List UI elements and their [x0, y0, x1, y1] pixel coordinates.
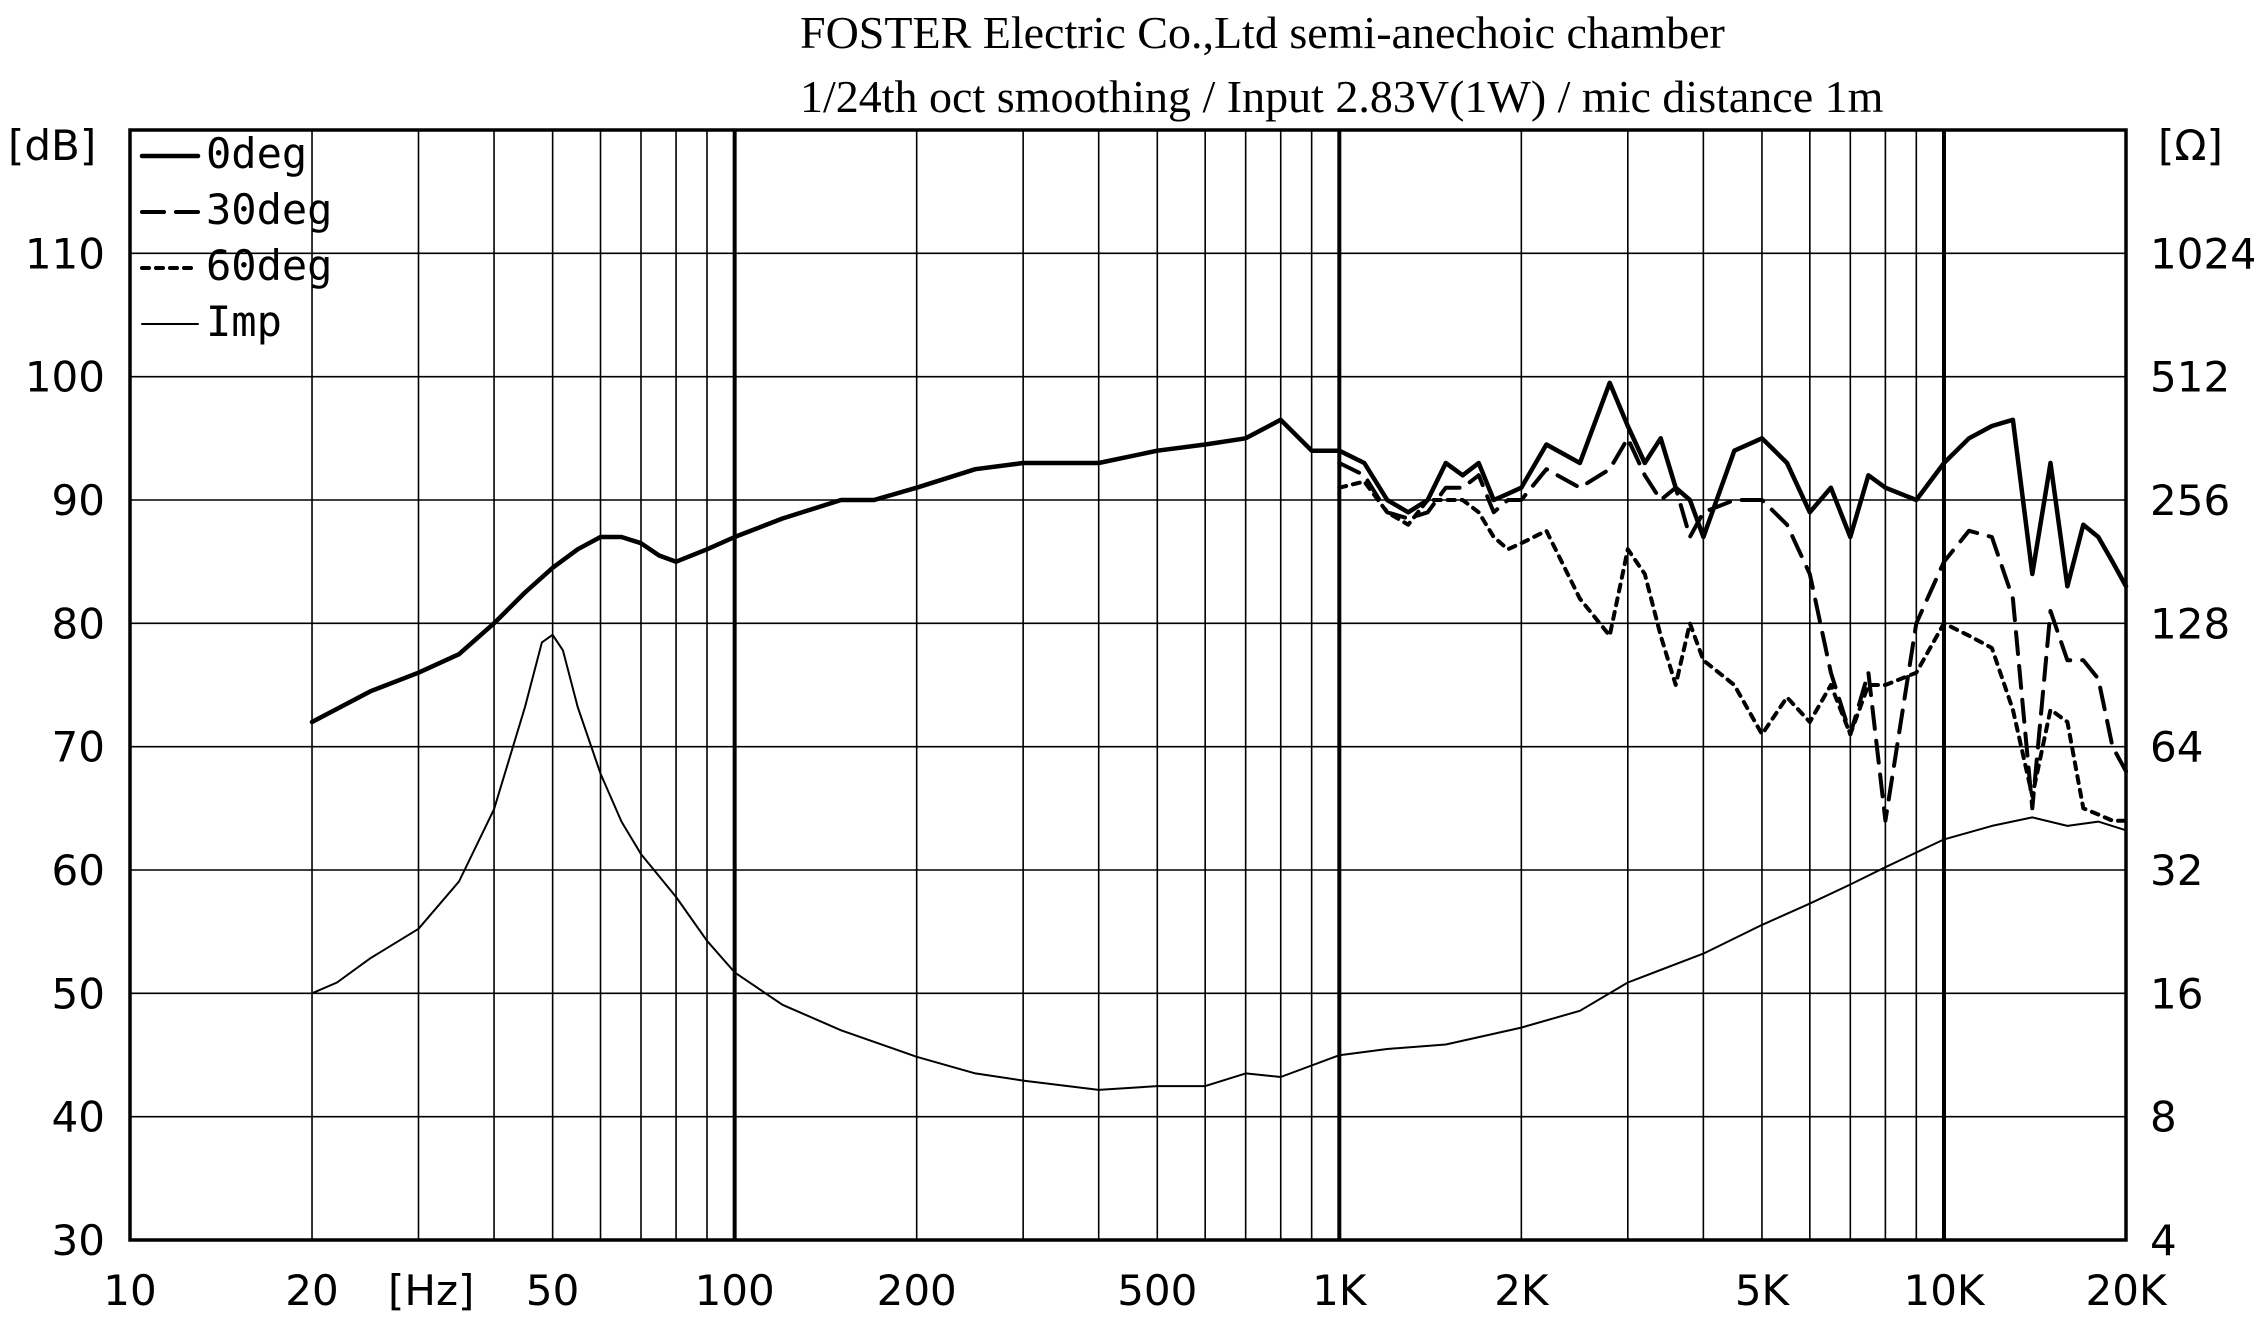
chart-title: FOSTER Electric Co.,Ltd semi-anechoic ch… [800, 7, 1725, 58]
x-tick-label: 10 [103, 1266, 156, 1315]
legend: 0deg 30deg 60deg Imp [139, 129, 332, 346]
y-tick-label: 30 [52, 1216, 105, 1265]
curves [309, 380, 2129, 1091]
x-axis-label: [Hz] [388, 1266, 474, 1315]
x-tick-label: 20K [2086, 1266, 2168, 1315]
legend-label: 0deg [206, 129, 307, 178]
y-axis-label: [dB] [8, 121, 96, 170]
y2-tick-label: 512 [2150, 353, 2230, 402]
tick-labels: 10 20 50 100 200 500 1K 2K 5K 10K 20K 30 40 50 60 70 80 9… [25, 229, 2254, 1315]
x-tick-label: 20 [285, 1266, 338, 1315]
legend-label: 30deg [206, 185, 332, 234]
y-tick-label: 40 [52, 1093, 105, 1142]
y-tick-label: 100 [25, 353, 105, 402]
y-tick-label: 50 [52, 969, 105, 1018]
y-tick-label: 80 [52, 599, 105, 648]
legend-label: Imp [206, 297, 282, 346]
legend-label: 60deg [206, 241, 332, 290]
plot-frame [128, 128, 2128, 1242]
x-tick-label: 500 [1117, 1266, 1197, 1315]
series-line-0deg [309, 380, 2129, 725]
y2-tick-label: 64 [2150, 723, 2203, 772]
x-tick-label: 100 [695, 1266, 775, 1315]
x-tick-label: 200 [877, 1266, 957, 1315]
y2-tick-label: 256 [2150, 476, 2230, 525]
x-tick-label: 2K [1494, 1266, 1550, 1315]
y2-tick-label: 4 [2150, 1216, 2177, 1265]
y-tick-label: 70 [52, 723, 105, 772]
x-tick-label: 50 [526, 1266, 579, 1315]
series-line-imp [311, 633, 2127, 1091]
x-tick-label: 10K [1903, 1266, 1985, 1315]
y2-tick-label: 16 [2150, 969, 2203, 1018]
y2-tick-label: 128 [2150, 599, 2230, 648]
y-tick-label: 60 [52, 846, 105, 895]
grid [130, 130, 2126, 1240]
y-tick-label: 90 [52, 476, 105, 525]
x-tick-label: 5K [1735, 1266, 1791, 1315]
y2-tick-label: 32 [2150, 846, 2203, 895]
y2-tick-label: 1024 [2150, 229, 2254, 278]
series-line-30deg [1337, 436, 2128, 823]
chart-subtitle: 1/24th oct smoothing / Input 2.83V(1W) /… [800, 71, 1884, 122]
y2-axis-label: [Ω] [2158, 121, 2223, 170]
y2-tick-label: 8 [2150, 1093, 2177, 1142]
series-line-60deg [1337, 479, 2128, 823]
y-tick-label: 110 [25, 229, 105, 278]
x-tick-label: 1K [1312, 1266, 1368, 1315]
